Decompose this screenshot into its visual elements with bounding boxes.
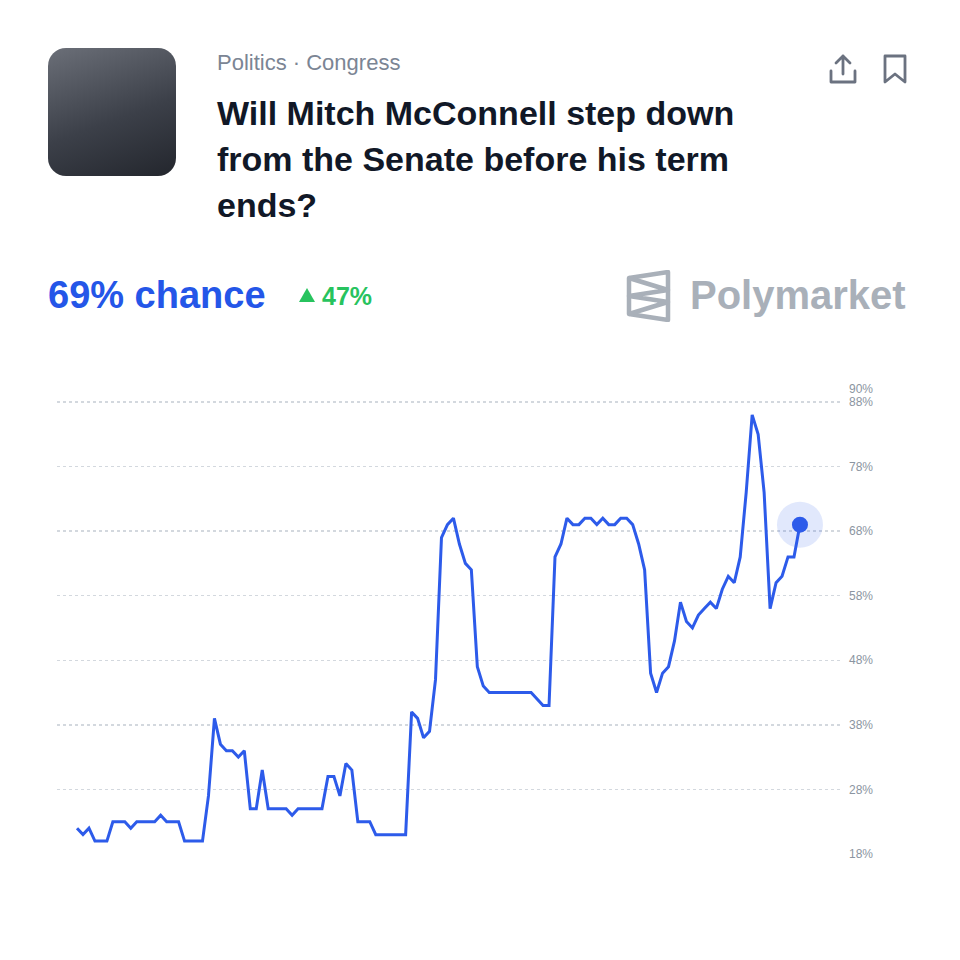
svg-text:88%: 88% — [849, 395, 873, 409]
svg-text:58%: 58% — [849, 589, 873, 603]
html-text:69% chance: 69% chance — [48, 274, 266, 316]
svg-text:18%: 18% — [849, 847, 873, 861]
svg-text:68%: 68% — [849, 524, 873, 538]
html-text:Polymarket: Polymarket — [690, 273, 906, 317]
html-text:Will Mitch McConnell step down: Will Mitch McConnell step down from the … — [217, 94, 735, 224]
svg-text:28%: 28% — [849, 783, 873, 797]
svg-text:78%: 78% — [849, 460, 873, 474]
html-text:47%: 47% — [322, 282, 372, 310]
svg-text:48%: 48% — [849, 653, 873, 667]
svg-text:38%: 38% — [849, 718, 873, 732]
html-text:Politics · Congress: Politics · Congress — [217, 50, 401, 75]
svg-text:90%: 90% — [849, 382, 873, 396]
